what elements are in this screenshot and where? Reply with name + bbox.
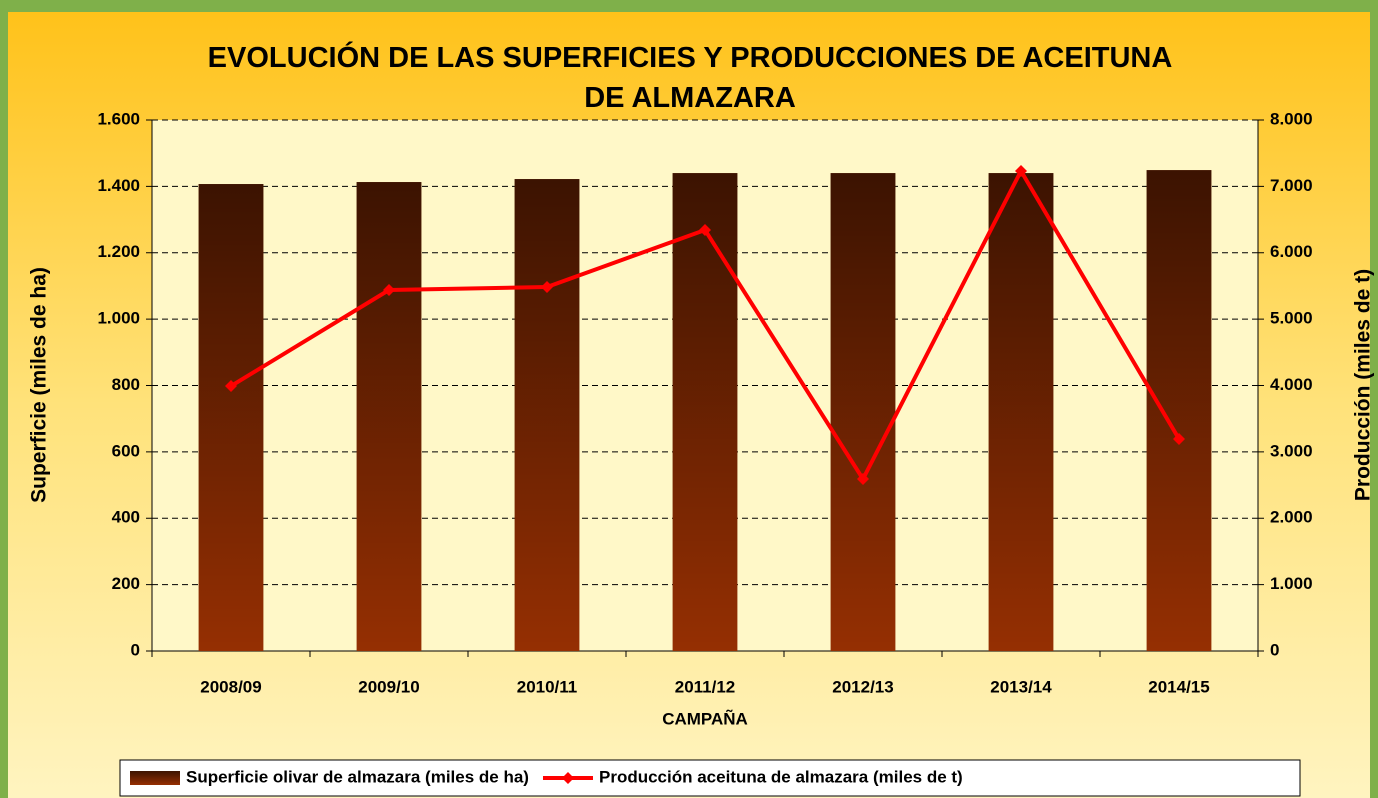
y-tick-label: 800 bbox=[112, 375, 140, 394]
chart-title: EVOLUCIÓN DE LAS SUPERFICIES Y PRODUCCIO… bbox=[207, 42, 1173, 114]
bar-shade bbox=[198, 184, 264, 651]
y-axis-label: Superficie (miles de ha) bbox=[28, 267, 51, 503]
bar-shade bbox=[830, 173, 896, 651]
x-tick-label: 2014/15 bbox=[1148, 677, 1209, 696]
y-tick-label: 400 bbox=[112, 508, 140, 527]
line-marker bbox=[1173, 432, 1185, 445]
y2-tick-label: 0 bbox=[1270, 640, 1279, 659]
y2-axis-label: Producción (miles de t) bbox=[1352, 269, 1375, 501]
y-tick-label: 0 bbox=[131, 640, 140, 659]
line-marker bbox=[857, 473, 869, 486]
bar-shade bbox=[356, 182, 422, 652]
x-tick-label: 2009/10 bbox=[358, 677, 419, 696]
legend-box bbox=[119, 759, 1301, 797]
y2-tick-label: 2.000 bbox=[1270, 508, 1313, 527]
legend-label: Producción aceituna de almazara (miles d… bbox=[599, 767, 963, 786]
x-tick-label: 2008/09 bbox=[200, 677, 261, 696]
y-tick-label: 1.000 bbox=[97, 309, 140, 328]
x-axis-label: CAMPAÑA bbox=[662, 708, 748, 728]
line-marker bbox=[541, 280, 553, 293]
y-tick-label: 600 bbox=[112, 441, 140, 460]
line-marker bbox=[383, 283, 395, 296]
line-marker bbox=[1015, 164, 1027, 177]
legend-swatch-shade bbox=[130, 771, 180, 785]
x-tick-label: 2012/13 bbox=[832, 677, 893, 696]
line-marker bbox=[225, 380, 237, 393]
y-tick-label: 1.200 bbox=[97, 242, 140, 261]
legend-label: Superficie olivar de almazara (miles de … bbox=[186, 767, 529, 786]
x-tick-label: 2010/11 bbox=[517, 677, 578, 696]
x-tick-label: 2013/14 bbox=[990, 677, 1052, 696]
bar-shade bbox=[988, 173, 1054, 651]
x-tick-label: 2011/12 bbox=[675, 677, 736, 696]
y2-tick-label: 1.000 bbox=[1270, 574, 1313, 593]
y2-tick-label: 8.000 bbox=[1270, 109, 1313, 128]
y-tick-label: 1.400 bbox=[97, 176, 140, 195]
line-marker bbox=[699, 223, 711, 236]
bar-shade bbox=[672, 173, 738, 651]
y2-tick-label: 6.000 bbox=[1270, 242, 1313, 261]
y-tick-label: 200 bbox=[112, 574, 140, 593]
y-tick-label: 1.600 bbox=[97, 109, 140, 128]
y2-tick-label: 3.000 bbox=[1270, 441, 1313, 460]
legend-swatch-marker bbox=[561, 772, 574, 784]
bar-shade bbox=[1146, 170, 1212, 651]
y2-tick-label: 4.000 bbox=[1270, 375, 1313, 394]
bar-shade bbox=[514, 179, 580, 652]
y2-tick-label: 7.000 bbox=[1270, 176, 1313, 195]
y2-tick-label: 5.000 bbox=[1270, 309, 1313, 328]
